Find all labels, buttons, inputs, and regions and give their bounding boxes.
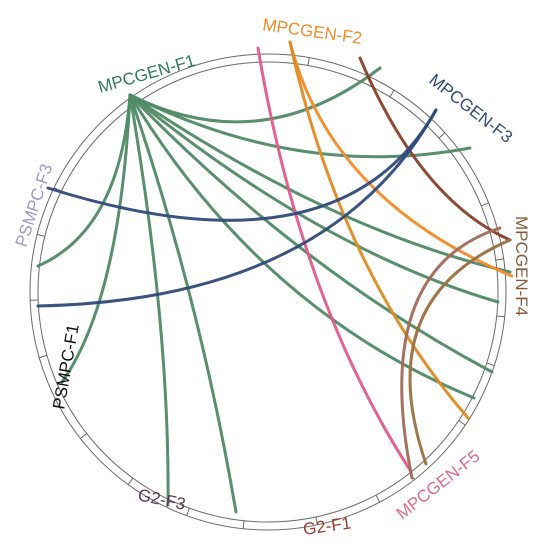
chord-links <box>36 40 514 514</box>
ring-tick <box>458 420 466 426</box>
ring-tick <box>315 516 318 525</box>
ring-tick <box>438 132 446 139</box>
outer-ring-circle <box>29 53 507 531</box>
chord-link-mpcgen-f1-to-mpcgen-f5 <box>128 93 476 400</box>
ring-tick <box>495 258 504 261</box>
chord-link-mpcgen-f2-to-mpcgen-f4 <box>288 40 514 278</box>
chord-link-mpcgen-f1-to-mpcgen-f5 <box>128 93 494 374</box>
ring-tick <box>36 233 45 237</box>
chord-link-mpcgen-f1-to-psmpc-f3 <box>36 93 132 268</box>
chord-link-mpcgen-f2-to-mpcgen-f4 <box>358 56 512 242</box>
chord-link-mpcgen-f2-to-mpcgen-f5 <box>256 46 412 472</box>
node-label-mpcgen-f3: MPCGEN-F3 <box>426 70 517 147</box>
node-label-mpcgen-f2: MPCGEN-F2 <box>261 15 363 48</box>
ring-tick <box>389 89 395 98</box>
node-label-psmpc-f1: PSMPC-F1 <box>49 323 83 411</box>
node-label-mpcgen-f4: MPCGEN-F4 <box>512 216 531 316</box>
chord-link-mpcgen-f4-to-mpcgen-f5 <box>408 238 512 466</box>
ring-tick <box>80 433 88 439</box>
chord-link-mpcgen-f1-to-mpcgen-f3 <box>128 93 472 159</box>
node-label-g2-f3: G2-F3 <box>136 485 187 514</box>
chord-link-mpcgen-f3-to-psmpc-f3 <box>46 108 438 222</box>
ring-tick <box>496 315 505 318</box>
node-label-psmpc-f3: PSMPC-F3 <box>12 162 57 250</box>
inner-ring-circle <box>37 61 499 523</box>
ring-tick <box>127 477 134 485</box>
chord-link-mpcgen-f1-to-psmpc-f1 <box>60 93 132 384</box>
outer-ring <box>29 53 507 531</box>
node-label-mpcgen-f1: MPCGEN-F1 <box>96 51 197 97</box>
ring-tick <box>242 520 245 529</box>
ring-tick <box>186 507 190 516</box>
ring-tick <box>486 362 495 367</box>
chord-link-mpcgen-f1-to-mpcgen-f4 <box>128 93 500 304</box>
chord-link-mpcgen-f3-to-psmpc-f1 <box>36 108 438 308</box>
ring-tick <box>481 202 489 207</box>
ring-tick <box>375 494 381 503</box>
ring-tick <box>39 354 48 359</box>
node-label-g2-f1: G2-F1 <box>302 513 352 539</box>
ring-tick <box>307 57 310 66</box>
chord-link-mpcgen-f2-to-mpcgen-f5 <box>288 40 470 420</box>
chord-link-mpcgen-f1-to-g2-f3 <box>128 93 170 507</box>
chord-link-mpcgen-f4-to-mpcgen-f5 <box>400 226 502 480</box>
chord-link-mpcgen-f1-to-g2-f3 <box>128 93 238 514</box>
